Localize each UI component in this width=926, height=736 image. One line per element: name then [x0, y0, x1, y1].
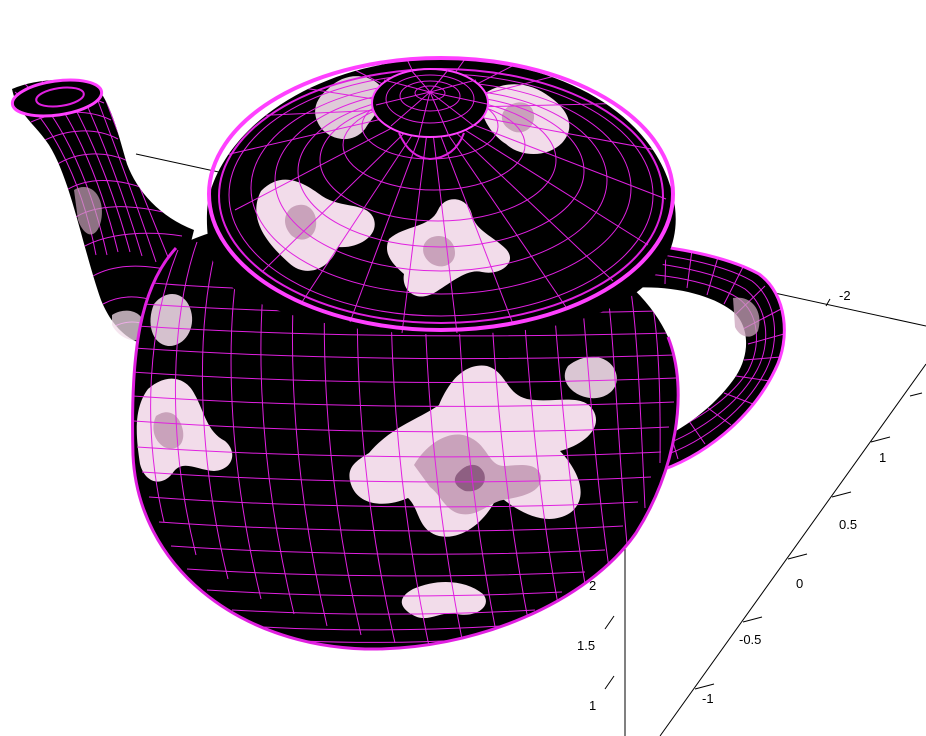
tick-label-right-4: -1	[702, 691, 714, 706]
tick-mark-r3	[787, 553, 808, 560]
tick-label-vertical-2: 1	[589, 698, 596, 713]
tick-mark-r0	[909, 392, 923, 397]
tick-mark-r5	[694, 683, 715, 690]
tick-mark-v2	[604, 615, 615, 630]
tick-label-upper: -2	[839, 288, 851, 303]
teapot-spout	[10, 78, 194, 346]
tick-mark-v3	[604, 675, 615, 690]
tick-mark-r2	[831, 491, 852, 498]
tick-mark-r4	[742, 616, 763, 623]
tick-label-vertical-0: 2	[589, 578, 596, 593]
tick-label-right-2: 0	[796, 576, 803, 591]
tick-label-right-3: -0.5	[739, 632, 761, 647]
tick-label-vertical-1: 1.5	[577, 638, 595, 653]
right-axis-line	[659, 363, 926, 736]
lid-knob	[371, 68, 489, 161]
tick-label-right-0: 1	[879, 450, 886, 465]
teapot-handle	[593, 241, 786, 475]
tick-label-right-1: 0.5	[839, 517, 857, 532]
tick-mark-r1	[870, 436, 891, 443]
tick-labels: -2 1 0.5 0 -0.5 -1 2 1.5 1	[577, 288, 886, 713]
upper-tick-mark	[825, 298, 831, 307]
teapot-lid	[206, 56, 676, 335]
